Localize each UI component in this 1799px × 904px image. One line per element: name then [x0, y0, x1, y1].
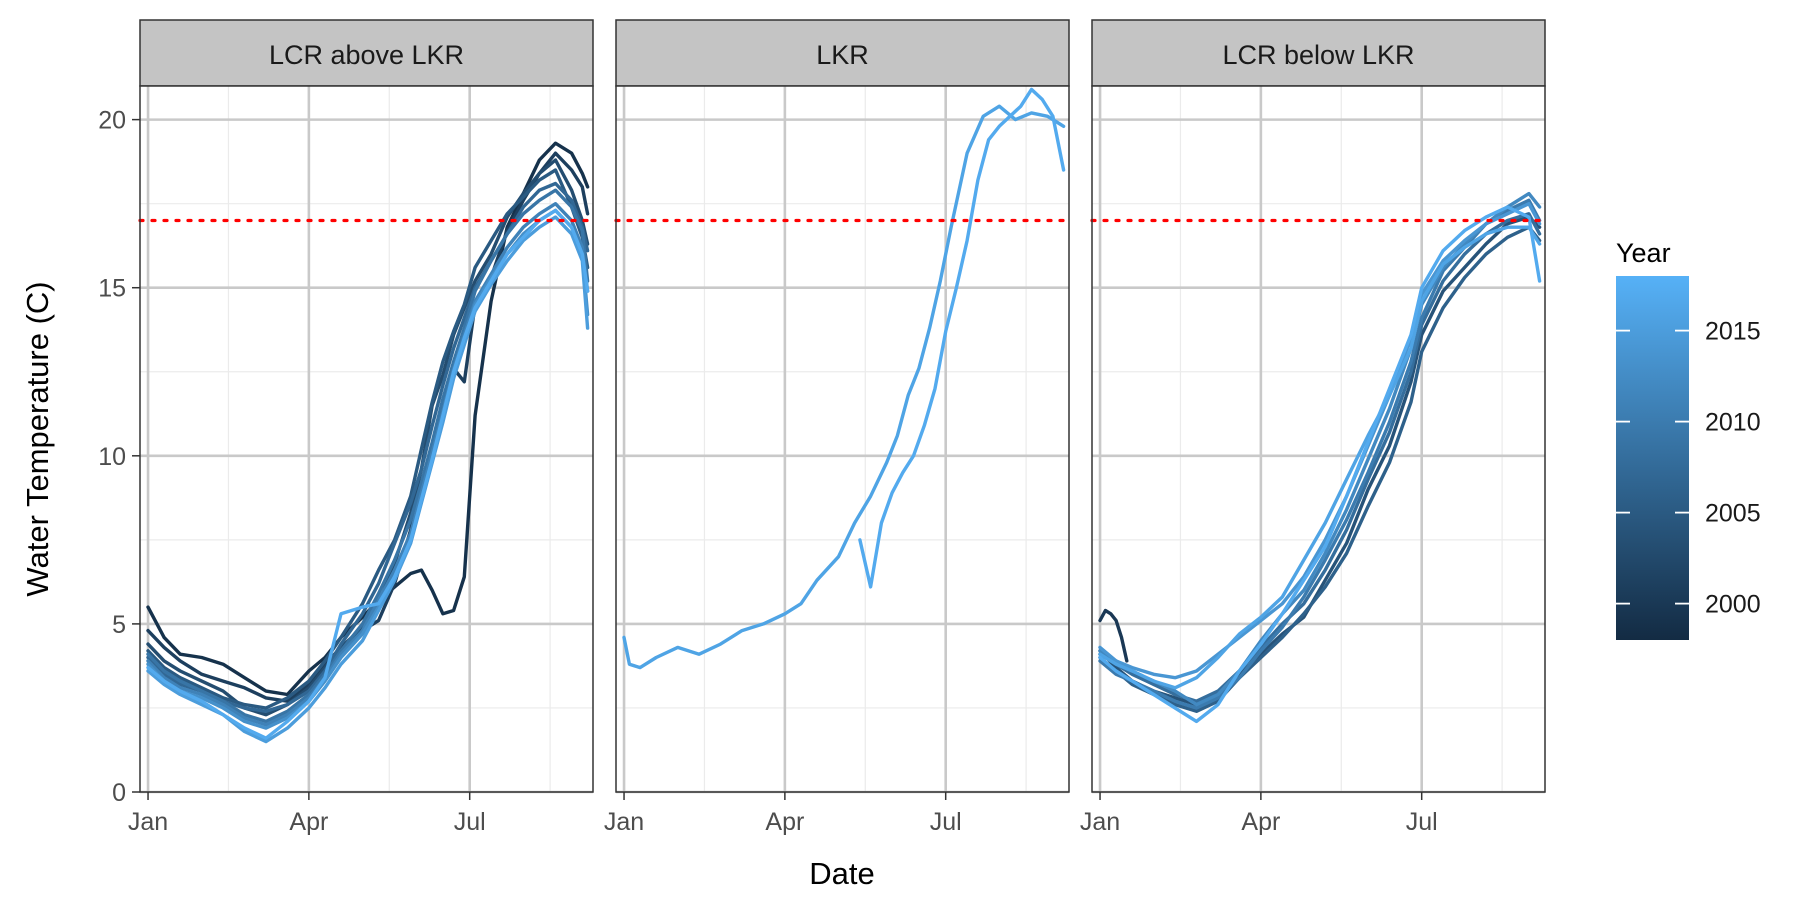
x-tick-label: Jan [128, 808, 168, 836]
series-line-2016 [622, 104, 1066, 670]
facet-strip [615, 19, 1070, 87]
x-tick-label: Apr [765, 808, 804, 836]
legend-ticks: 2000 2005 2010 2015 [1616, 318, 1761, 619]
series-line-2017 [858, 87, 1066, 589]
series-group [146, 141, 590, 744]
y-tick-label: 15 [98, 275, 126, 303]
series-line-2000 [1098, 608, 1129, 663]
year-legend: Year 2000 2005 2010 2015 [1616, 238, 1761, 640]
series-line-2017 [1098, 205, 1542, 724]
x-tick-label: Jan [604, 808, 644, 836]
facet-panels: LCR above LKR Jan Apr Jul 0 5 10 15 20 LKR Jan Apr J… [98, 19, 1547, 836]
y-tick-label: 10 [98, 443, 126, 471]
legend-colorbar [1616, 276, 1689, 640]
legend-tick-label: 2010 [1705, 409, 1761, 437]
facet-strip [1091, 19, 1546, 87]
x-tick-label: Jul [454, 808, 486, 836]
panel-border [139, 85, 594, 793]
series-group [622, 87, 1066, 670]
x-tick-label: Apr [1241, 808, 1280, 836]
series-line-2005 [146, 168, 590, 710]
x-tick-label: Jul [930, 808, 962, 836]
series-line-2004 [1098, 215, 1542, 707]
x-axis-title: Date [809, 856, 874, 891]
series-line-2006 [1098, 225, 1542, 713]
y-axis-title: Water Temperature (C) [20, 281, 55, 596]
panel-2: LKR Jan Apr Jul [604, 19, 1071, 836]
series-line-2016 [1098, 225, 1542, 690]
plot-background [616, 86, 1069, 792]
legend-tick-label: 2005 [1705, 500, 1761, 528]
y-tick-label: 20 [98, 107, 126, 135]
series-line-2012 [1098, 191, 1542, 707]
series-group [1098, 191, 1542, 724]
series-line-2017 [146, 208, 590, 740]
panel-3: LCR below LKR Jan Apr Jul [1080, 19, 1547, 836]
legend-title: Year [1616, 238, 1671, 268]
x-tick-label: Jan [1080, 808, 1120, 836]
series-line-2007 [146, 181, 590, 713]
legend-tick-label: 2000 [1705, 591, 1761, 619]
legend-tick-label: 2015 [1705, 318, 1761, 346]
facet-strip-label: LCR below LKR [1222, 40, 1414, 70]
series-line-2011 [146, 202, 590, 727]
series-line-2014 [1098, 202, 1542, 680]
panel-1: LCR above LKR Jan Apr Jul 0 5 10 15 20 [98, 19, 595, 836]
x-tick-label: Jul [1406, 808, 1438, 836]
x-tick-label: Apr [289, 808, 328, 836]
facet-strip-label: LCR above LKR [269, 40, 464, 70]
series-line-2008 [1098, 212, 1542, 703]
y-tick-label: 5 [112, 611, 126, 639]
series-line-1999 [146, 141, 590, 697]
series-line-2009 [146, 188, 590, 724]
facet-strip-label: LKR [816, 40, 869, 70]
panel-border [615, 85, 1070, 793]
panel-border [1091, 85, 1546, 793]
y-tick-label: 0 [112, 779, 126, 807]
facet-strip [139, 19, 594, 87]
